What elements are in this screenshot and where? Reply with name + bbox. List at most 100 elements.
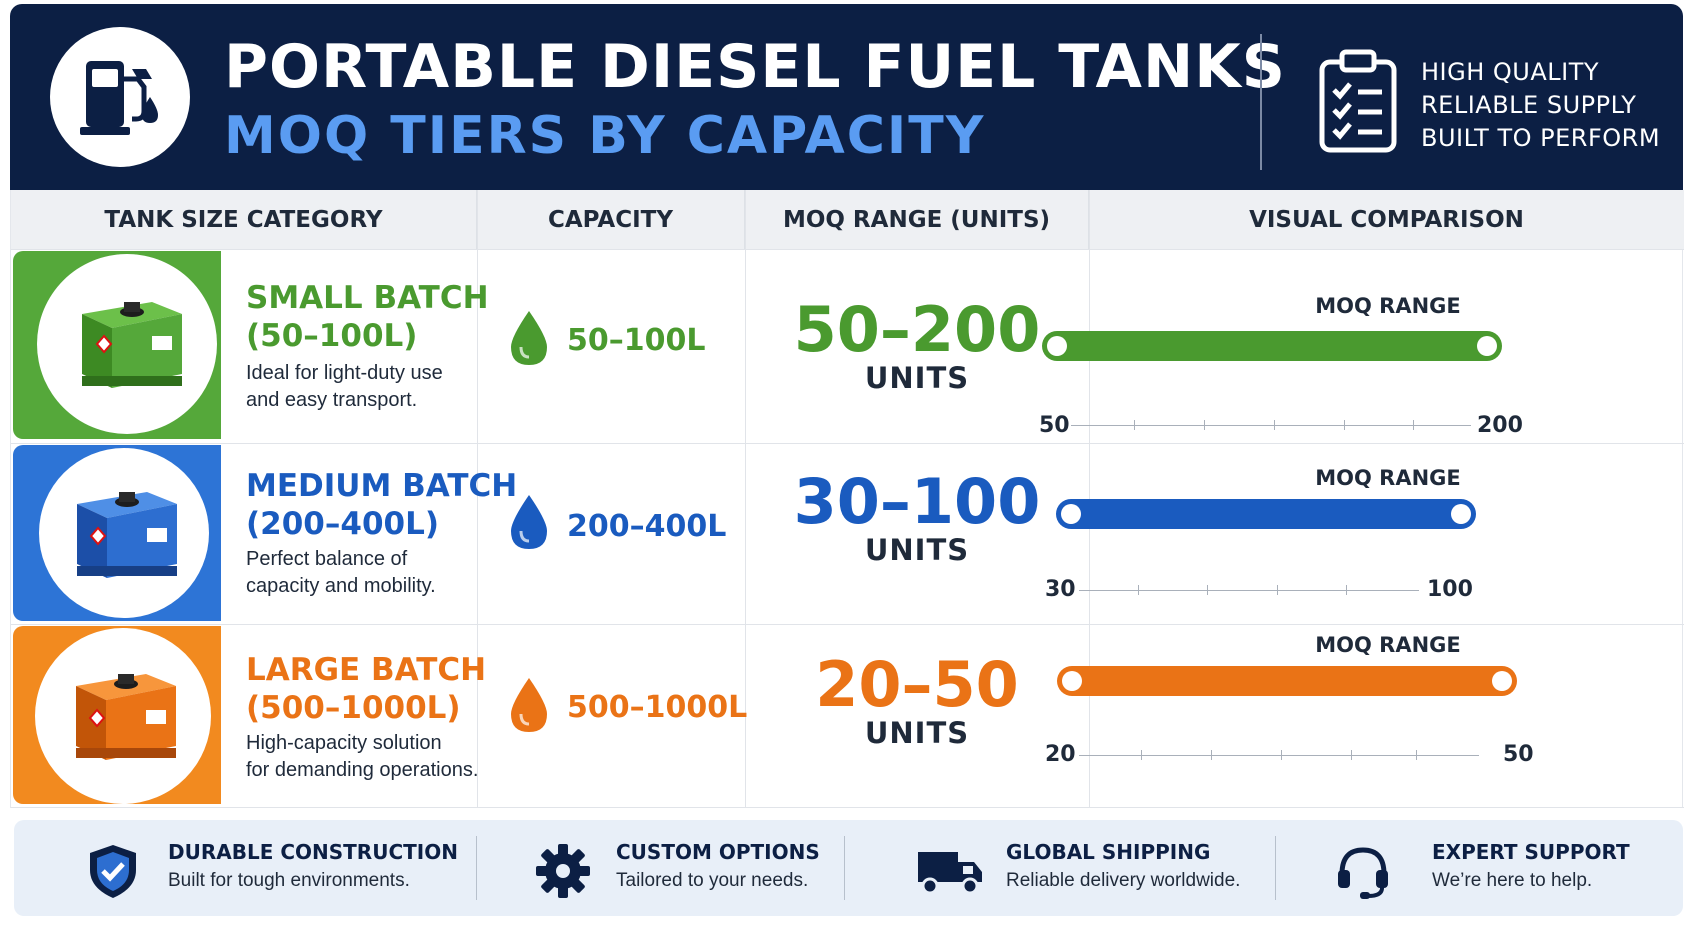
axis-tick xyxy=(1207,585,1208,595)
capacity-value: 200–400L xyxy=(567,509,726,544)
range-label: MOQ RANGE xyxy=(1315,466,1461,490)
moq-table: TANK SIZE CATEGORY CAPACITY MOQ RANGE (U… xyxy=(10,190,1684,808)
moq-number: 30–100 xyxy=(793,465,1041,538)
axis-tick xyxy=(1346,585,1347,595)
axis-tick xyxy=(1204,420,1205,430)
logo-badge xyxy=(50,27,190,167)
range-min-marker xyxy=(1061,504,1081,524)
row-divider xyxy=(11,249,1684,250)
category-range: (50–100L) xyxy=(246,318,418,354)
headset-icon xyxy=(1338,847,1388,899)
category-name: SMALL BATCH (50–100L) xyxy=(246,279,489,355)
description-line: and easy transport. xyxy=(246,389,418,411)
category-description: Perfect balance of capacity and mobility… xyxy=(246,546,436,600)
range-max-marker xyxy=(1451,504,1471,524)
moq-units: UNITS xyxy=(864,533,970,567)
range-label: MOQ RANGE xyxy=(1315,633,1461,657)
range-min-marker xyxy=(1047,336,1067,356)
header-divider xyxy=(1260,34,1262,170)
feature-description: We’re here to help. xyxy=(1432,870,1593,891)
gear-icon xyxy=(536,844,590,898)
axis-max-label: 200 xyxy=(1477,413,1523,438)
category-title: SMALL BATCH xyxy=(246,280,489,316)
column-divider xyxy=(477,190,478,808)
capacity-label: 500–1000L xyxy=(567,690,748,725)
moq-number: 20–50 xyxy=(815,648,1019,721)
column-header-capacity: CAPACITY xyxy=(477,190,745,249)
green-fuel-tank-icon xyxy=(82,302,182,388)
tank-image-frame xyxy=(37,254,217,434)
axis-tick xyxy=(1277,585,1278,595)
table-row: SMALL BATCH (50–100L) Ideal for light-du… xyxy=(11,249,1684,443)
axis-tick xyxy=(1351,750,1352,760)
shield-check-icon xyxy=(90,845,136,898)
moq-units: UNITS xyxy=(864,361,970,395)
axis-tick xyxy=(1413,420,1414,430)
column-header-visual: VISUAL COMPARISON xyxy=(1089,190,1684,249)
moq-units: UNITS xyxy=(864,716,970,750)
description-line: Perfect balance of xyxy=(246,548,408,570)
page-subtitle: MOQ TIERS BY CAPACITY xyxy=(224,106,986,166)
category-name: LARGE BATCH (500–1000L) xyxy=(246,651,486,727)
category-name: MEDIUM BATCH (200–400L) xyxy=(246,467,517,543)
tagline-item: HIGH QUALITY xyxy=(1421,58,1600,86)
feature-bar: DURABLE CONSTRUCTION Built for tough env… xyxy=(14,820,1683,916)
axis-tick xyxy=(1281,750,1282,760)
moq-value: 30–100 xyxy=(745,465,1089,538)
feature-description: Built for tough environments. xyxy=(168,870,410,891)
axis-tick xyxy=(1134,420,1135,430)
category-title: LARGE BATCH xyxy=(246,652,487,688)
droplet-icon xyxy=(511,311,547,365)
feature-title: CUSTOM OPTIONS xyxy=(616,840,820,864)
tagline-item: RELIABLE SUPPLY xyxy=(1421,91,1637,119)
clipboard-checklist-icon xyxy=(1319,49,1397,153)
moq-number: 50–200 xyxy=(793,293,1041,366)
table-row: MEDIUM BATCH (200–400L) Perfect balance … xyxy=(11,443,1684,624)
feature-divider xyxy=(844,836,845,900)
row-divider xyxy=(11,443,1684,444)
row-divider xyxy=(11,624,1684,625)
category-range: (500–1000L) xyxy=(246,690,461,726)
feature-title: EXPERT SUPPORT xyxy=(1432,840,1630,864)
truck-icon xyxy=(918,852,982,895)
feature-divider xyxy=(1275,836,1276,900)
capacity-value: 500–1000L xyxy=(567,690,747,725)
moq-value: 20–50 xyxy=(745,648,1089,721)
axis-min-label: 20 xyxy=(1045,742,1076,767)
axis-tick xyxy=(1141,750,1142,760)
axis-min-label: 50 xyxy=(1039,413,1070,438)
range-min-marker xyxy=(1062,671,1082,691)
tagline-list: HIGH QUALITY RELIABLE SUPPLY BUILT TO PE… xyxy=(1421,56,1660,155)
axis-min-label: 30 xyxy=(1045,577,1076,602)
page-title: PORTABLE DIESEL FUEL TANKS xyxy=(224,32,1286,102)
table-row: LARGE BATCH (500–1000L) High-capacity so… xyxy=(11,624,1684,807)
moq-range-bar xyxy=(1056,499,1476,529)
column-header-moq: MOQ RANGE (UNITS) xyxy=(745,190,1089,249)
category-range: (200–400L) xyxy=(246,506,440,542)
axis-max-label: 50 xyxy=(1503,742,1534,767)
moq-value: 50–200 xyxy=(745,293,1089,366)
header-banner: PORTABLE DIESEL FUEL TANKS MOQ TIERS BY … xyxy=(10,4,1683,190)
feature-divider xyxy=(476,836,477,900)
feature-title: DURABLE CONSTRUCTION xyxy=(168,840,458,864)
axis-tick xyxy=(1344,420,1345,430)
range-label: MOQ RANGE xyxy=(1315,294,1461,318)
description-line: High-capacity solution xyxy=(246,732,442,754)
axis-tick xyxy=(1416,750,1417,760)
capacity-label: 50–100L xyxy=(567,323,706,358)
feature-description: Reliable delivery worldwide. xyxy=(1006,870,1241,891)
tank-image-frame xyxy=(35,628,211,804)
tagline-item: BUILT TO PERFORM xyxy=(1421,124,1661,152)
moq-range-bar xyxy=(1042,331,1502,361)
category-title: MEDIUM BATCH xyxy=(246,468,518,504)
description-line: for demanding operations. xyxy=(246,759,479,781)
column-divider xyxy=(745,190,746,808)
category-description: High-capacity solution for demanding ope… xyxy=(246,730,478,784)
axis-tick xyxy=(1211,750,1212,760)
capacity-value: 50–100L xyxy=(567,323,706,358)
feature-description: Tailored to your needs. xyxy=(616,870,809,891)
moq-range-bar xyxy=(1057,666,1517,696)
capacity-label: 200–400L xyxy=(567,509,727,544)
row-divider xyxy=(11,807,1684,808)
category-description: Ideal for light-duty use and easy transp… xyxy=(246,360,443,414)
